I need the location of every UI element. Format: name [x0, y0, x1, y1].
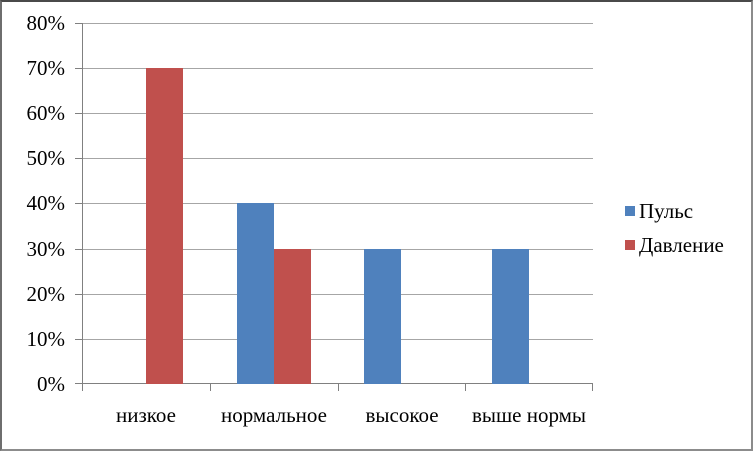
gridline-20%: [82, 294, 593, 295]
x-tick-4: [465, 384, 466, 391]
y-label-50%: 50%: [26, 146, 66, 170]
legend-item-2: Давление: [625, 228, 724, 262]
legend-marker-icon: [625, 240, 635, 250]
y-label-40%: 40%: [26, 191, 66, 215]
y-tick-30%: [75, 249, 82, 250]
legend-item-1: Пульс: [625, 194, 724, 228]
gridline-10%: [82, 339, 593, 340]
y-label-30%: 30%: [26, 237, 66, 261]
plot-area: [75, 23, 593, 391]
y-axis-labels: 0% 10% 20% 30% 40% 50% 60% 70% 80%: [2, 11, 68, 396]
x-label-category1: низкое: [116, 403, 176, 427]
x-tick-5: [592, 384, 593, 391]
y-tick-60%: [75, 113, 82, 114]
bar-series1-category3: [364, 249, 401, 384]
y-tick-0%: [75, 383, 82, 384]
x-axis-line: [82, 383, 593, 384]
gridline-60%: [82, 113, 593, 114]
y-tick-50%: [75, 158, 82, 159]
x-axis-labels: низкое нормальное высокое выше нормы: [82, 403, 593, 429]
gridline-70%: [82, 68, 593, 69]
x-tick-2: [210, 384, 211, 391]
y-tick-80%: [75, 23, 82, 24]
bar-series1-category2: [237, 203, 274, 384]
y-tick-40%: [75, 203, 82, 204]
gridline-50%: [82, 158, 593, 159]
legend-label-1: Пульс: [639, 199, 694, 223]
legend-label-2: Давление: [639, 233, 724, 257]
legend: Пульс Давление: [625, 194, 724, 262]
bar-series2-category1: [146, 68, 183, 384]
y-tick-70%: [75, 68, 82, 69]
legend-marker-icon: [625, 206, 635, 216]
y-axis-line: [82, 23, 83, 384]
y-tick-10%: [75, 339, 82, 340]
x-label-category2: нормальное: [221, 403, 327, 427]
x-label-category3: высокое: [365, 403, 439, 427]
y-label-10%: 10%: [26, 327, 66, 351]
y-label-0%: 0%: [37, 372, 65, 396]
bar-series2-category2: [274, 249, 311, 384]
x-label-category4: выше нормы: [471, 403, 587, 427]
bar-series1-category4: [492, 249, 529, 384]
gridline-80%: [82, 23, 593, 24]
y-label-20%: 20%: [26, 282, 66, 306]
y-label-60%: 60%: [26, 101, 66, 125]
y-label-80%: 80%: [26, 11, 66, 35]
x-tick-3: [338, 384, 339, 391]
x-tick-1: [82, 384, 83, 391]
y-label-70%: 70%: [26, 56, 66, 80]
gridline-30%: [82, 249, 593, 250]
gridline-40%: [82, 203, 593, 204]
y-tick-20%: [75, 294, 82, 295]
